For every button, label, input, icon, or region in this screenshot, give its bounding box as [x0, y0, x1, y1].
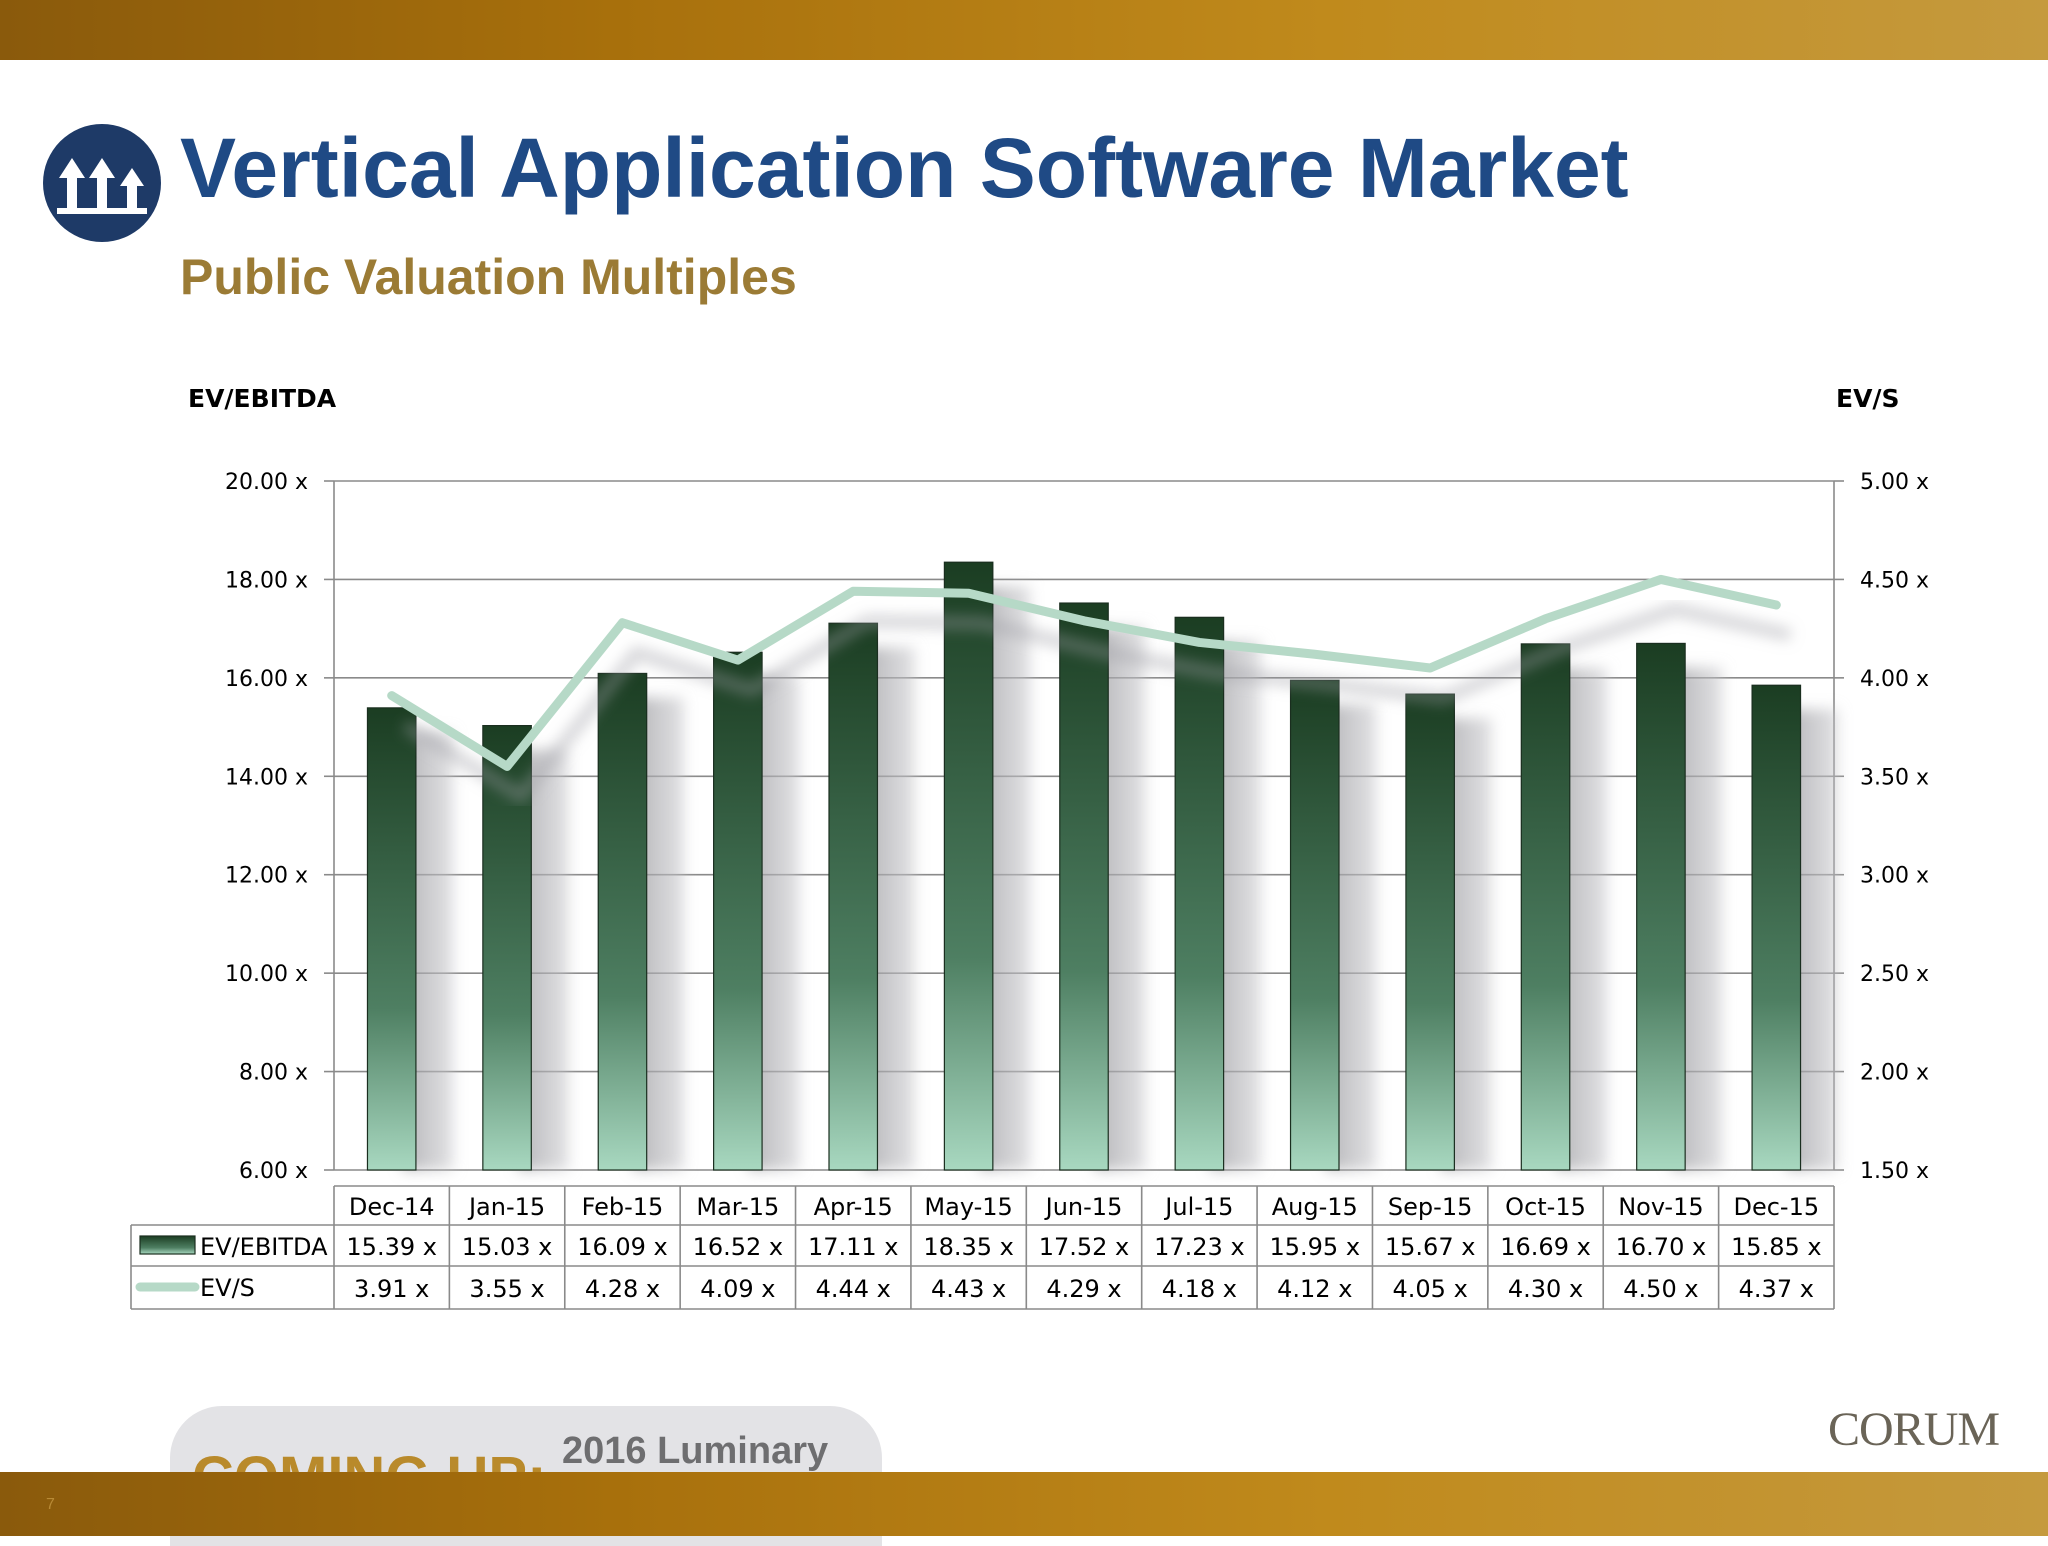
- x-tick-label: Jun-15: [1044, 1193, 1123, 1221]
- data-label-ev-s: 4.12 x: [1277, 1275, 1352, 1303]
- left-tick-label: 8.00 x: [239, 1061, 308, 1086]
- data-label-ev-s: 3.91 x: [354, 1275, 429, 1303]
- left-tick-label: 16.00 x: [225, 667, 308, 692]
- bar-ev-ebitda: [713, 651, 763, 1171]
- x-tick-label: Oct-15: [1505, 1193, 1586, 1221]
- bar-ev-ebitda: [597, 672, 648, 1171]
- line-ev-s: [387, 574, 1781, 771]
- left-tick-label: 12.00 x: [225, 864, 308, 889]
- data-label-ev-s: 4.05 x: [1393, 1275, 1468, 1303]
- data-label-ev-s: 4.09 x: [700, 1275, 775, 1303]
- x-tick-label: Aug-15: [1272, 1193, 1358, 1221]
- data-label-ev-ebitda: 15.85 x: [1731, 1233, 1822, 1261]
- data-label-ev-ebitda: 18.35 x: [923, 1233, 1014, 1261]
- data-label-ev-ebitda: 15.03 x: [462, 1233, 553, 1261]
- data-label-ev-ebitda: 17.11 x: [808, 1233, 899, 1261]
- corum-logo: CORUM: [1828, 1403, 2000, 1456]
- data-label-ev-s: 4.30 x: [1508, 1275, 1583, 1303]
- data-label-ev-s: 3.55 x: [469, 1275, 544, 1303]
- data-label-ev-ebitda: 15.67 x: [1385, 1233, 1476, 1261]
- x-tick-label: May-15: [924, 1193, 1012, 1221]
- x-tick-label: Apr-15: [814, 1193, 893, 1221]
- x-tick-label: Mar-15: [696, 1193, 779, 1221]
- data-label-ev-s: 4.44 x: [816, 1275, 891, 1303]
- line-shadow: [402, 603, 1792, 803]
- right-tick-label: 4.00 x: [1860, 667, 1929, 692]
- bar-ev-ebitda: [1405, 693, 1455, 1171]
- x-tick-label: Sep-15: [1388, 1193, 1472, 1221]
- bar-ev-ebitda: [943, 561, 994, 1171]
- data-label-ev-ebitda: 16.70 x: [1616, 1233, 1707, 1261]
- right-tick-label: 2.50 x: [1860, 962, 1929, 987]
- bottom-gold-band: [0, 1472, 2048, 1536]
- page-title: Vertical Application Software Market: [180, 121, 1629, 215]
- right-tick-label: 3.00 x: [1860, 864, 1929, 889]
- data-label-ev-ebitda: 16.52 x: [693, 1233, 784, 1261]
- right-tick-label: 3.50 x: [1860, 765, 1929, 790]
- legend-label-ev-ebitda: EV/EBITDA: [200, 1233, 328, 1261]
- data-label-ev-s: 4.29 x: [1046, 1275, 1121, 1303]
- data-label-ev-ebitda: 16.69 x: [1500, 1233, 1591, 1261]
- data-label-ev-s: 4.50 x: [1623, 1275, 1698, 1303]
- data-label-ev-ebitda: 15.95 x: [1269, 1233, 1360, 1261]
- legend-key-ev-ebitda: [139, 1235, 196, 1255]
- left-tick-label: 18.00 x: [225, 568, 308, 593]
- logo-arrows-icon: [43, 124, 161, 242]
- right-tick-label: 5.00 x: [1860, 470, 1929, 495]
- x-tick-label: Jul-15: [1163, 1193, 1233, 1221]
- bar-ev-ebitda: [1520, 643, 1571, 1171]
- data-label-ev-ebitda: 17.23 x: [1154, 1233, 1245, 1261]
- top-gold-band: [0, 0, 2048, 60]
- data-label-ev-s: 4.18 x: [1162, 1275, 1237, 1303]
- right-tick-label: 2.00 x: [1860, 1061, 1929, 1086]
- bar-ev-ebitda: [828, 622, 879, 1171]
- x-tick-label: Feb-15: [582, 1193, 664, 1221]
- x-tick-label: Dec-14: [349, 1193, 435, 1221]
- page-subtitle: Public Valuation Multiples: [180, 249, 797, 305]
- right-tick-label: 1.50 x: [1860, 1159, 1929, 1184]
- data-label-ev-ebitda: 16.09 x: [577, 1233, 668, 1261]
- right-tick-label: 4.50 x: [1860, 568, 1929, 593]
- left-tick-label: 14.00 x: [225, 765, 308, 790]
- bar-ev-ebitda: [366, 707, 417, 1171]
- left-tick-label: 10.00 x: [225, 962, 308, 987]
- bar-ev-ebitda: [1174, 616, 1225, 1171]
- x-tick-label: Nov-15: [1618, 1193, 1703, 1221]
- data-label-ev-ebitda: 17.52 x: [1039, 1233, 1130, 1261]
- left-tick-label: 20.00 x: [225, 470, 308, 495]
- left-tick-label: 6.00 x: [239, 1159, 308, 1184]
- x-tick-label: Dec-15: [1733, 1193, 1819, 1221]
- data-label-ev-ebitda: 15.39 x: [346, 1233, 437, 1261]
- x-tick-label: Jan-15: [467, 1193, 545, 1221]
- left-axis-title: EV/EBITDA: [188, 384, 337, 413]
- bar-ev-ebitda: [1636, 642, 1686, 1171]
- bar-ev-ebitda: [1059, 602, 1109, 1171]
- data-label-ev-s: 4.37 x: [1739, 1275, 1814, 1303]
- legend-label-ev-s: EV/S: [200, 1274, 255, 1302]
- right-axis-title: EV/S: [1836, 384, 1900, 413]
- bar-ev-ebitda: [1289, 679, 1340, 1171]
- page-number: 7: [46, 1496, 55, 1513]
- bar-ev-ebitda: [1751, 684, 1802, 1171]
- data-label-ev-s: 4.28 x: [585, 1275, 660, 1303]
- data-label-ev-s: 4.43 x: [931, 1275, 1006, 1303]
